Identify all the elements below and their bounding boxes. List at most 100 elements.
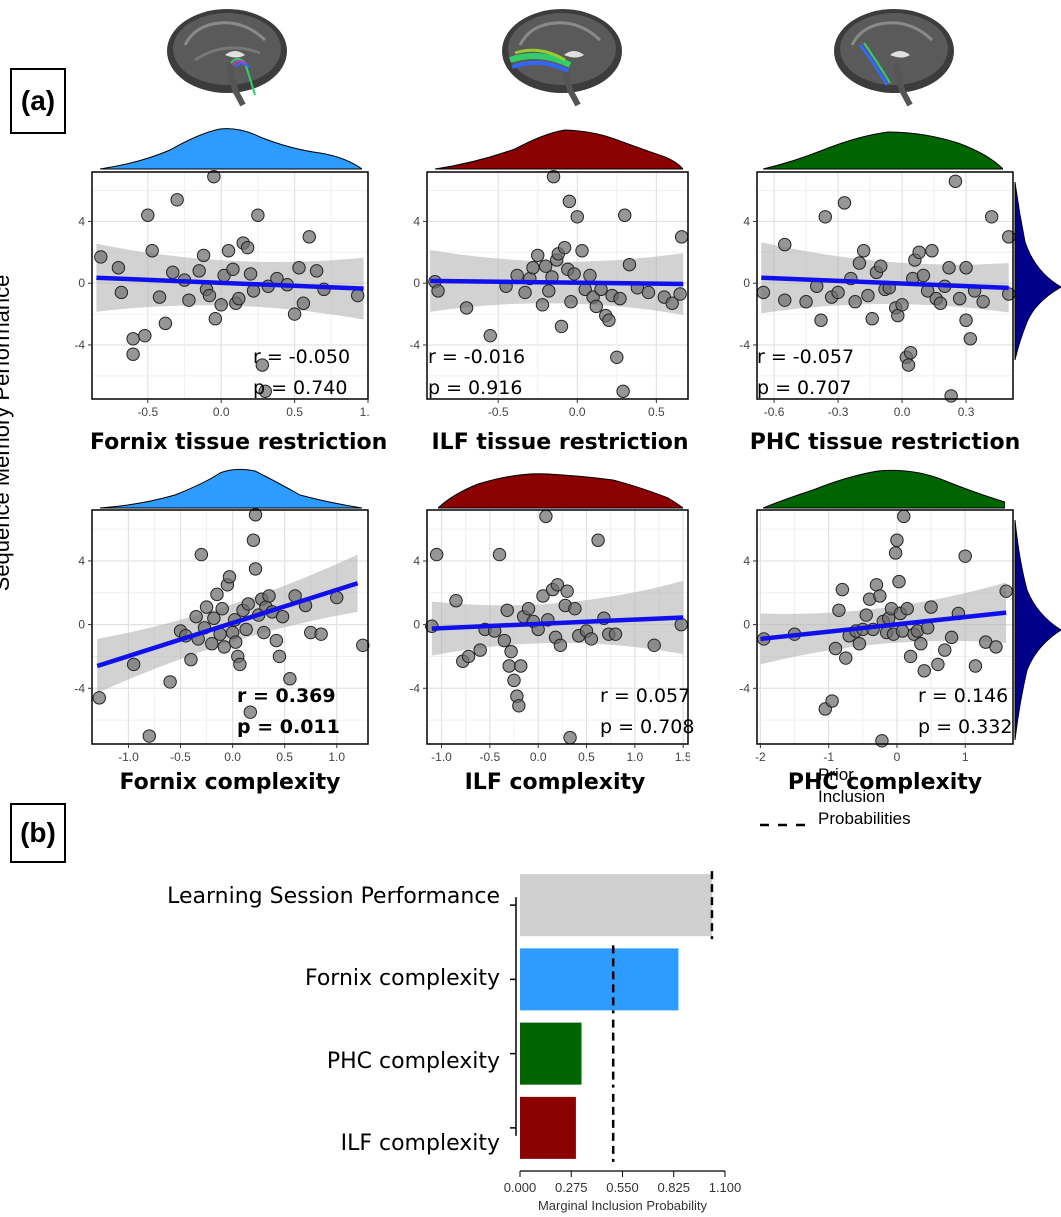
confidence-band: [761, 242, 1009, 314]
data-point: [461, 649, 476, 664]
x-tick-label: 0.0: [213, 405, 230, 419]
stat-p-phc-complexity: p = 0.332: [918, 716, 1013, 738]
data-point: [542, 284, 556, 298]
data-point: [895, 624, 910, 638]
scatter-fornix-restriction: -4 0 4 -0.5 0.0 0.5 1.0: [74, 170, 370, 419]
data-point: [903, 649, 918, 664]
data-point: [292, 261, 306, 275]
data-point: [647, 638, 661, 653]
data-point: [233, 657, 247, 672]
data-point: [837, 196, 852, 210]
data-point: [535, 298, 550, 312]
data-point: [243, 705, 258, 719]
data-point: [900, 601, 914, 616]
data-point: [240, 240, 255, 255]
data-point: [356, 638, 370, 653]
data-point: [518, 285, 532, 300]
x-tick-label: 1.100: [709, 1180, 742, 1195]
x-tick-label: -0.3: [828, 405, 849, 419]
data-point: [859, 608, 873, 622]
data-point: [232, 291, 246, 306]
data-point: [999, 584, 1013, 598]
data-point: [539, 509, 553, 524]
data-point: [968, 659, 983, 673]
data-point: [214, 298, 228, 312]
x-tick-label: 0.0: [894, 405, 911, 419]
density-right-restriction: [1014, 182, 1061, 360]
y-tick-label: -4: [74, 338, 85, 352]
data-point: [865, 312, 879, 326]
data-point: [873, 589, 887, 603]
plot-frame: [91, 171, 369, 400]
stat-p-fornix-restriction: p = 0.740: [253, 377, 348, 399]
data-point: [622, 257, 637, 272]
x-tick-label: 1.0: [626, 750, 643, 764]
data-point: [570, 210, 584, 224]
y-tick-label: -4: [739, 338, 750, 352]
data-point: [126, 347, 140, 361]
data-point: [778, 237, 792, 252]
data-point: [942, 261, 956, 275]
data-point: [142, 729, 156, 743]
data-point: [92, 691, 106, 705]
plot-frame: [756, 509, 1014, 745]
data-point: [502, 659, 516, 673]
data-point: [892, 574, 906, 589]
data-point: [831, 285, 845, 300]
data-point: [536, 589, 550, 603]
scatter-phc-restriction: -4 0 4 -0.6 -0.3 0.0 0.3: [739, 171, 1015, 419]
data-point: [814, 313, 828, 327]
data-point: [111, 261, 126, 275]
data-point: [564, 295, 578, 309]
data-point: [243, 267, 258, 281]
data-point: [818, 210, 832, 224]
data-point: [449, 594, 463, 608]
data-point: [944, 630, 959, 645]
x-tick-label: 0.550: [606, 1180, 639, 1195]
density-right-complexity: [1014, 520, 1061, 740]
x-tick-label: 0.275: [555, 1180, 588, 1195]
data-point: [583, 268, 597, 283]
regression-line: [431, 615, 684, 631]
stat-r-phc-complexity: r = 0.146: [918, 685, 1009, 707]
data-point: [875, 734, 889, 748]
x-tick-label: -0.6: [764, 405, 785, 419]
data-point: [221, 244, 236, 258]
data-point: [262, 589, 276, 603]
data-point: [296, 296, 311, 310]
x-axis-label: Marginal Inclusion Probability: [538, 1198, 708, 1213]
data-point: [963, 332, 978, 346]
x-tick-label: 1.0: [328, 750, 345, 764]
x-tick-label: 0.0: [530, 750, 547, 764]
scatter-phc-complexity: -4 0 4 -2 -1 0 1: [739, 509, 1014, 764]
data-point: [673, 287, 687, 301]
y-tick-label: 0: [413, 618, 420, 632]
data-point: [184, 652, 198, 667]
data-point: [152, 290, 167, 304]
data-point: [912, 245, 926, 259]
data-point: [208, 312, 223, 326]
title-phc-complexity: PHC complexity: [787, 770, 983, 795]
x-tick-label: 0.5: [276, 750, 293, 764]
data-point: [828, 641, 843, 656]
data-point: [674, 617, 688, 632]
data-point: [521, 601, 536, 616]
data-point: [897, 509, 911, 524]
data-point: [674, 230, 689, 244]
stat-r-ilf-restriction: r = -0.016: [428, 346, 526, 368]
data-point: [989, 640, 1003, 654]
regression-line: [96, 275, 364, 291]
data-point: [205, 637, 219, 651]
data-point: [287, 307, 302, 321]
bar-label-learning: Learning Session Performance: [167, 884, 500, 909]
data-point: [553, 638, 568, 653]
x-tick-label: 0.825: [657, 1180, 690, 1195]
x-tick-label: 0.5: [648, 405, 665, 419]
x-tick-label: -0.5: [488, 405, 509, 419]
data-point: [145, 244, 159, 258]
x-tick-label: 0.0: [224, 750, 241, 764]
y-tick-label: 4: [78, 554, 85, 568]
x-tick-label: -0.5: [170, 750, 191, 764]
y-tick-label: 0: [743, 618, 750, 632]
data-point: [869, 578, 884, 592]
